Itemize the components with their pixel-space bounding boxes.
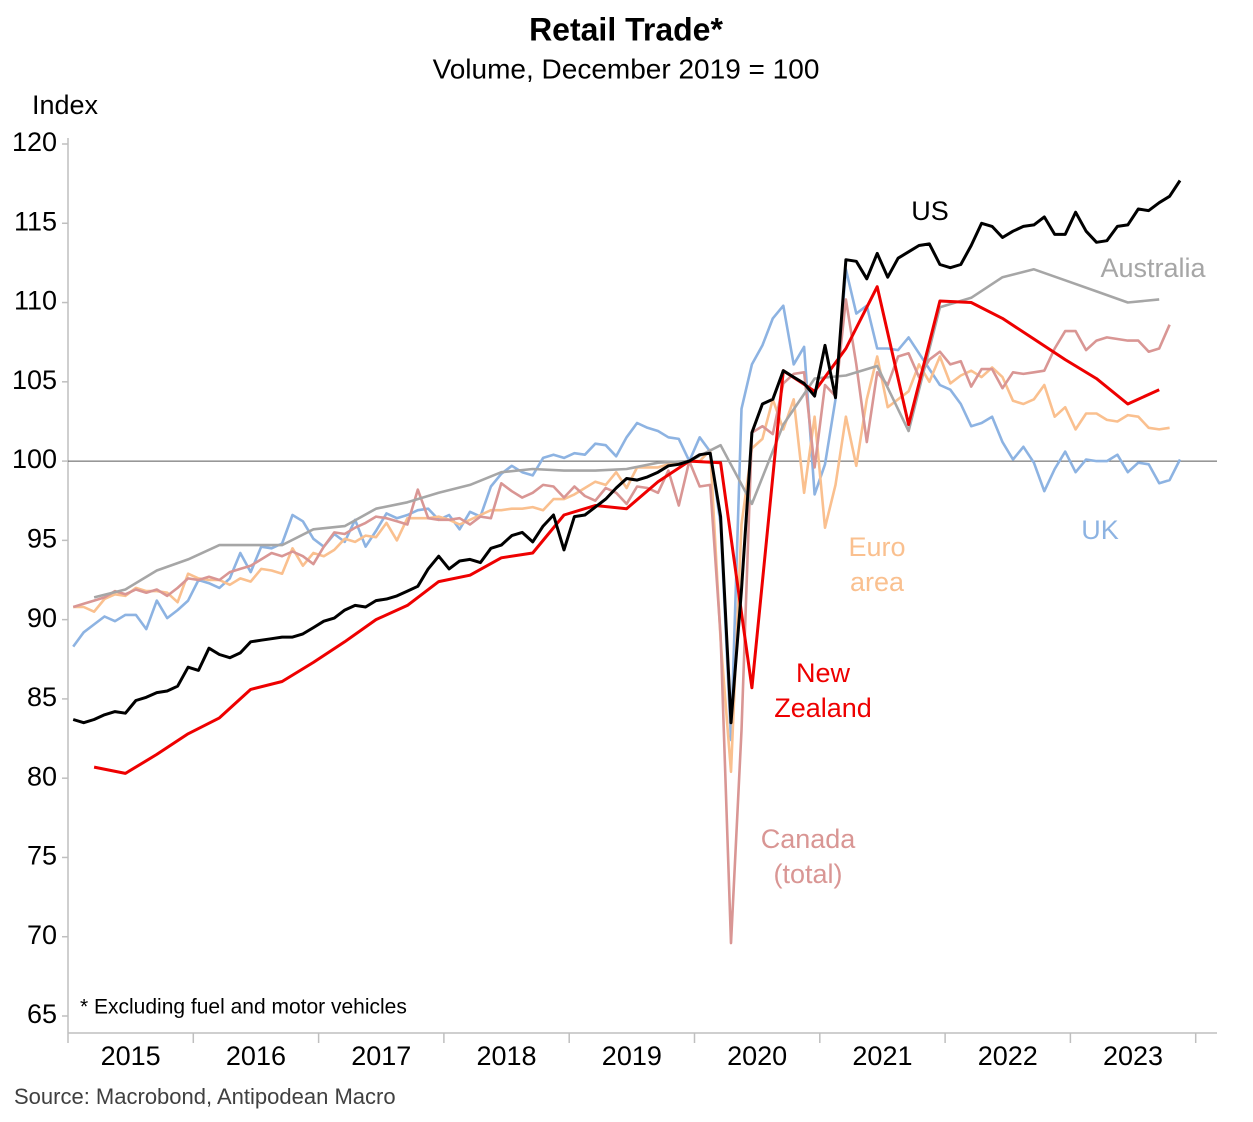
x-tick-label: 2021 bbox=[852, 1041, 912, 1071]
chart-title: Retail Trade* bbox=[529, 11, 723, 47]
x-tick-label: 2023 bbox=[1103, 1041, 1163, 1071]
series-line bbox=[93, 268, 1160, 599]
x-tick-label: 2015 bbox=[101, 1041, 161, 1071]
x-tick-label: 2020 bbox=[727, 1041, 787, 1071]
series-line bbox=[72, 268, 1182, 742]
y-tick-label: 110 bbox=[14, 286, 57, 316]
series-label: Euro area bbox=[848, 532, 905, 597]
y-tick-label: 90 bbox=[27, 603, 57, 633]
y-tick-label: 85 bbox=[27, 682, 57, 712]
y-tick-label: 95 bbox=[27, 523, 57, 553]
series-label: UK bbox=[1081, 515, 1119, 545]
y-tick-label: 115 bbox=[14, 206, 57, 236]
y-tick-label: 100 bbox=[12, 444, 57, 474]
y-tick-label: 120 bbox=[12, 127, 57, 157]
chart-subtitle: Volume, December 2019 = 100 bbox=[433, 53, 820, 84]
series-line bbox=[93, 285, 1160, 775]
note: * Excluding fuel and motor vehicles bbox=[80, 996, 407, 1019]
series-label: Australia bbox=[1100, 253, 1206, 283]
y-tick-label: 65 bbox=[27, 999, 57, 1029]
x-tick-label: 2019 bbox=[602, 1041, 662, 1071]
x-tick-label: 2017 bbox=[351, 1041, 411, 1071]
y-tick-label: 105 bbox=[12, 365, 57, 395]
series-label: New Zealand bbox=[774, 658, 872, 723]
x-tick-label: 2018 bbox=[477, 1041, 537, 1071]
source: Source: Macrobond, Antipodean Macro bbox=[14, 1084, 396, 1109]
y-tick-label: 70 bbox=[27, 920, 57, 950]
x-tick-label: 2016 bbox=[226, 1041, 286, 1071]
series-label: Canada (total) bbox=[761, 824, 857, 889]
series-line bbox=[73, 355, 1170, 774]
series-line bbox=[72, 298, 1171, 945]
x-tick-label: 2022 bbox=[978, 1041, 1038, 1071]
series-label: US bbox=[911, 196, 949, 226]
series-line bbox=[72, 179, 1182, 725]
y-tick-label: 75 bbox=[27, 841, 57, 871]
y-tick-label: 80 bbox=[27, 761, 57, 791]
y-axis-label: Index bbox=[32, 90, 99, 120]
